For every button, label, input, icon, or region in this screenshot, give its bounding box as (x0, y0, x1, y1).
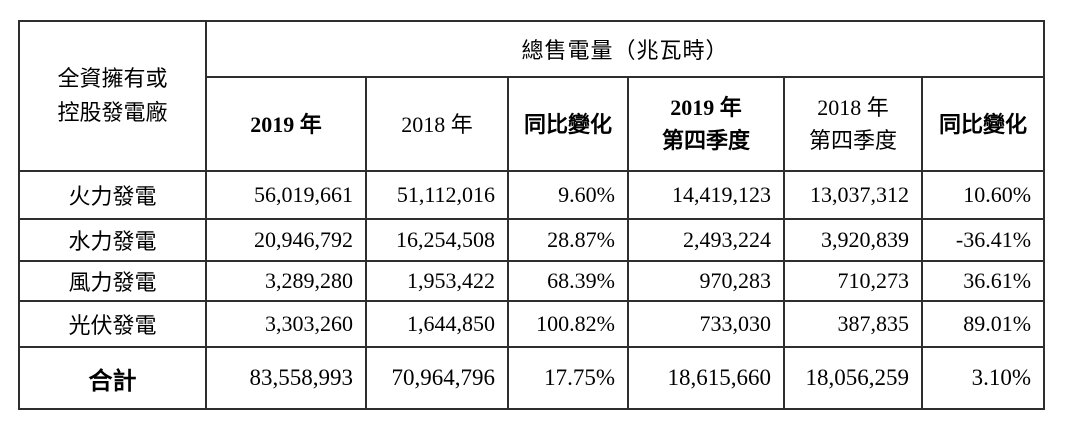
value-2019: 3,303,260 (205, 300, 367, 348)
value-2018: 1,953,422 (365, 260, 509, 302)
plant-label: 風力發電 (18, 260, 207, 302)
value-2018-q4: 3,920,839 (783, 218, 923, 262)
col-header-q4-yoy: 同比變化 (920, 76, 1046, 172)
total-yoy: 17.75% (507, 346, 629, 410)
value-2018-q4: 13,037,312 (783, 170, 923, 220)
table-row-group-header: 全資擁有或 控股發電廠 總售電量（兆瓦時） (18, 20, 1046, 172)
table-row-hydro: 水力發電 20,946,792 16,254,508 28.87% 2,493,… (18, 218, 1046, 262)
value-2018-q4: 710,273 (783, 260, 923, 302)
total-2018-q4: 18,056,259 (783, 346, 923, 410)
value-2019: 56,019,661 (205, 170, 367, 220)
col-header-yoy: 同比變化 (507, 76, 629, 172)
total-2019-q4: 18,615,660 (627, 346, 785, 410)
value-2019: 20,946,792 (205, 218, 367, 262)
table-row-total: 合計 83,558,993 70,964,796 17.75% 18,615,6… (18, 346, 1046, 410)
plant-label: 火力發電 (18, 170, 207, 220)
value-yoy: 9.60% (507, 170, 629, 220)
value-2019-q4: 14,419,123 (627, 170, 785, 220)
total-2019: 83,558,993 (205, 346, 367, 410)
value-yoy: 28.87% (507, 218, 629, 262)
table-row-wind: 風力發電 3,289,280 1,953,422 68.39% 970,283 … (18, 260, 1046, 302)
total-2018: 70,964,796 (365, 346, 509, 410)
value-2019-q4: 970,283 (627, 260, 785, 302)
value-2019-q4: 2,493,224 (627, 218, 785, 262)
value-q4-yoy: 89.01% (920, 300, 1046, 348)
total-q4-yoy: 3.10% (920, 346, 1046, 410)
group-header-total-sales: 總售電量（兆瓦時） (204, 20, 1046, 78)
value-q4-yoy: 36.61% (920, 260, 1046, 302)
plant-label: 光伏發電 (18, 300, 207, 348)
table-row-solar: 光伏發電 3,303,260 1,644,850 100.82% 733,030… (18, 300, 1046, 348)
corner-header-plant-type: 全資擁有或 控股發電廠 (18, 20, 207, 172)
table-row-thermal: 火力發電 56,019,661 51,112,016 9.60% 14,419,… (18, 170, 1046, 220)
value-2018: 1,644,850 (365, 300, 509, 348)
col-header-2019-q4: 2019 年 第四季度 (627, 76, 785, 172)
value-2018-q4: 387,835 (783, 300, 923, 348)
table-row-column-headers: 2019 年 2018 年 同比變化 2019 年 第四季度 2018 年 第四… (19, 76, 1046, 172)
value-2019-q4: 733,030 (627, 300, 785, 348)
value-yoy: 68.39% (507, 260, 629, 302)
value-q4-yoy: -36.41% (920, 218, 1046, 262)
total-label: 合計 (18, 346, 207, 410)
col-header-2018-q4: 2018 年 第四季度 (783, 76, 923, 172)
value-yoy: 100.82% (507, 300, 629, 348)
value-2018: 16,254,508 (365, 218, 509, 262)
value-2018: 51,112,016 (365, 170, 509, 220)
value-q4-yoy: 10.60% (920, 170, 1046, 220)
col-header-2019: 2019 年 (205, 76, 367, 172)
value-2019: 3,289,280 (205, 260, 367, 302)
plant-label: 水力發電 (18, 218, 207, 262)
col-header-2018: 2018 年 (365, 76, 509, 172)
electricity-sales-table: 全資擁有或 控股發電廠 總售電量（兆瓦時） 2019 年 2018 年 同比變化… (18, 20, 1046, 410)
